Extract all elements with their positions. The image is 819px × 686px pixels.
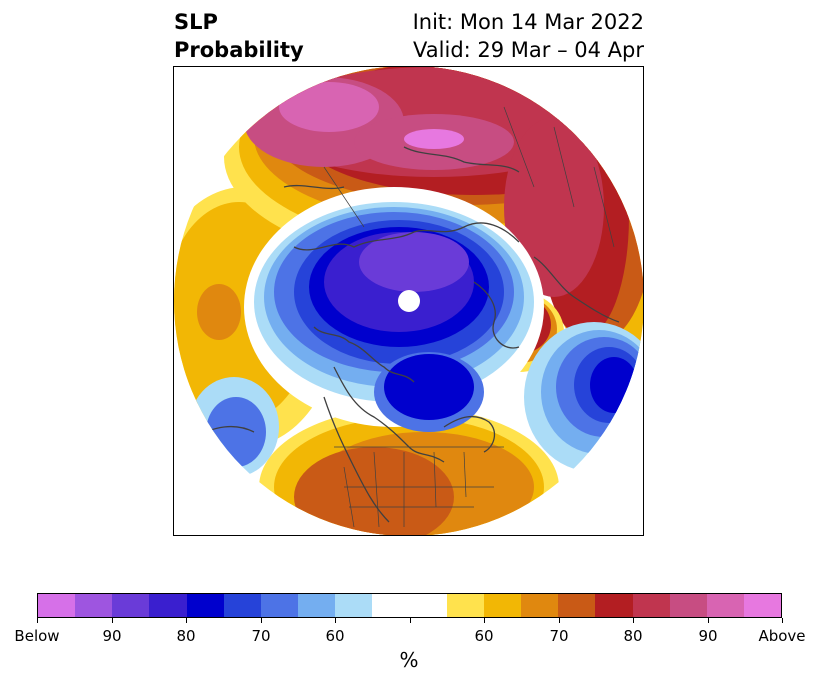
colorbar-swatch (632, 594, 670, 617)
colorbar-swatch (409, 594, 447, 617)
date-info: Init: Mon 14 Mar 2022 Valid: 29 Mar – 04… (413, 8, 644, 64)
colorbar-unit-label: % (399, 648, 419, 672)
colorbar-swatch (372, 594, 410, 617)
colorbar-swatch (669, 594, 707, 617)
title-line-1: SLP (174, 10, 218, 34)
map-title: SLP Probability (174, 8, 304, 64)
colorbar-tick (261, 618, 262, 623)
colorbar-swatch (260, 594, 299, 617)
colorbar-tick-label: 90 (102, 627, 122, 645)
colorbar-tick-label: Above (758, 627, 806, 645)
colorbar-swatch (558, 594, 596, 617)
colorbar-swatch (186, 594, 224, 617)
colorbar-tick (559, 618, 560, 623)
colorbar-tick-label: 60 (474, 627, 494, 645)
country-borders (323, 106, 615, 528)
colorbar-tick (708, 618, 709, 623)
colorbar-swatch (112, 594, 150, 617)
colorbar-swatch (706, 594, 744, 617)
colorbar-swatch (483, 594, 522, 617)
probability-map (174, 67, 643, 535)
colorbar-tick-label: 70 (549, 627, 569, 645)
colorbar-swatch (335, 594, 373, 617)
colorbar-tick (112, 618, 113, 623)
colorbar-swatch (298, 594, 336, 617)
colorbar-tick-label: 80 (176, 627, 196, 645)
colorbar-swatch (223, 594, 261, 617)
colorbar-tick-label: 60 (325, 627, 345, 645)
colorbar-swatch (743, 594, 782, 617)
colorbar-tick-label: 80 (623, 627, 643, 645)
colorbar-swatch (75, 594, 113, 617)
colorbar (37, 593, 782, 618)
colorbar-swatch (521, 594, 559, 617)
colorbar-tick-label: Below (14, 627, 60, 645)
colorbar-tick (37, 618, 38, 623)
colorbar-tick-label: 90 (698, 627, 718, 645)
shading-layer (174, 67, 643, 535)
colorbar-tick (186, 618, 187, 623)
colorbar-swatch (446, 594, 484, 617)
pole-marker (398, 290, 420, 312)
title-line-2: Probability (174, 38, 304, 62)
colorbar-tick (633, 618, 634, 623)
colorbar-tick (782, 618, 783, 623)
map-panel (173, 66, 644, 536)
colorbar-swatch (595, 594, 633, 617)
below-normal-region (189, 187, 643, 477)
colorbar-tick (484, 618, 485, 623)
colorbar-swatch (149, 594, 187, 617)
colorbar-tick (410, 618, 411, 623)
colorbar-tick-label: 70 (251, 627, 271, 645)
init-date: Init: Mon 14 Mar 2022 (412, 10, 644, 34)
colorbar-tick (335, 618, 336, 623)
valid-date: Valid: 29 Mar – 04 Apr (413, 38, 644, 62)
colorbar-swatch (38, 594, 76, 617)
